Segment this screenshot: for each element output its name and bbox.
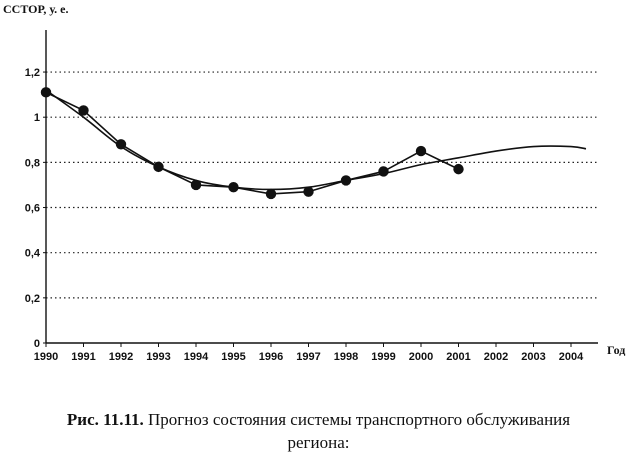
figure-caption-line-2: региона: — [287, 433, 350, 452]
x-tick-label: 2004 — [559, 351, 584, 363]
data-point — [153, 161, 164, 173]
x-axis-label: Год — [607, 343, 626, 357]
data-point — [190, 179, 202, 191]
x-tick-label: 1993 — [146, 351, 170, 363]
x-tick-label: 1994 — [184, 351, 209, 363]
x-tick-label: 1997 — [296, 351, 320, 363]
data-point — [78, 105, 89, 116]
x-tick-labels: 1990 1991 1992 1993 1994 1995 1996 1997 1998 1999… — [34, 351, 584, 363]
y-tick-label: 0,8 — [25, 157, 40, 169]
x-tick-label: 2001 — [446, 351, 470, 363]
grid-lines — [46, 71, 598, 299]
data-point — [378, 166, 389, 177]
x-tick-label: 1992 — [109, 351, 133, 363]
y-tick-label: 1,2 — [25, 67, 40, 79]
figure-caption-text: Прогноз состояния системы транспортного … — [148, 410, 571, 429]
data-point — [303, 186, 314, 197]
series-group — [40, 87, 587, 200]
x-tick-label: 2002 — [484, 351, 508, 363]
trend-line — [45, 89, 587, 191]
y-tick-label: 0,6 — [25, 203, 40, 215]
data-point — [453, 163, 464, 175]
data-point — [415, 145, 427, 157]
x-tick-label: 1995 — [221, 351, 245, 363]
data-point — [340, 175, 352, 186]
x-tick-label: 1998 — [334, 351, 358, 363]
x-tick-label: 1990 — [34, 351, 58, 363]
x-tick-label: 1991 — [71, 351, 95, 363]
x-tick-label: 1996 — [259, 351, 283, 363]
y-tick-label: 0,2 — [25, 293, 40, 305]
x-tick-label: 2000 — [409, 351, 433, 363]
data-point — [40, 87, 52, 98]
figure-caption-line-1: Рис. 11.11. Прогноз состояния системы тр… — [0, 408, 637, 432]
data-point — [265, 188, 277, 200]
y-tick-label: 1 — [34, 112, 40, 124]
y-tick-label: 0,4 — [25, 248, 41, 260]
data-point — [228, 181, 239, 193]
actual-line — [45, 91, 459, 195]
y-tick-label: 0 — [34, 338, 40, 350]
y-axis-label: ССТОР, у. е. — [3, 2, 69, 16]
x-tick-label: 2003 — [521, 351, 545, 363]
figure-number: Рис. 11.11. — [66, 410, 144, 429]
data-point — [115, 139, 127, 150]
y-tick-labels: 0 0,2 0,4 0,6 0,8 1 1,2 — [25, 67, 41, 350]
chart: 00,20,40,60,811,2 1990 1991 1992 1993 1994 19… — [25, 30, 598, 363]
x-tick-label: 1999 — [371, 351, 395, 363]
axes — [43, 30, 598, 347]
